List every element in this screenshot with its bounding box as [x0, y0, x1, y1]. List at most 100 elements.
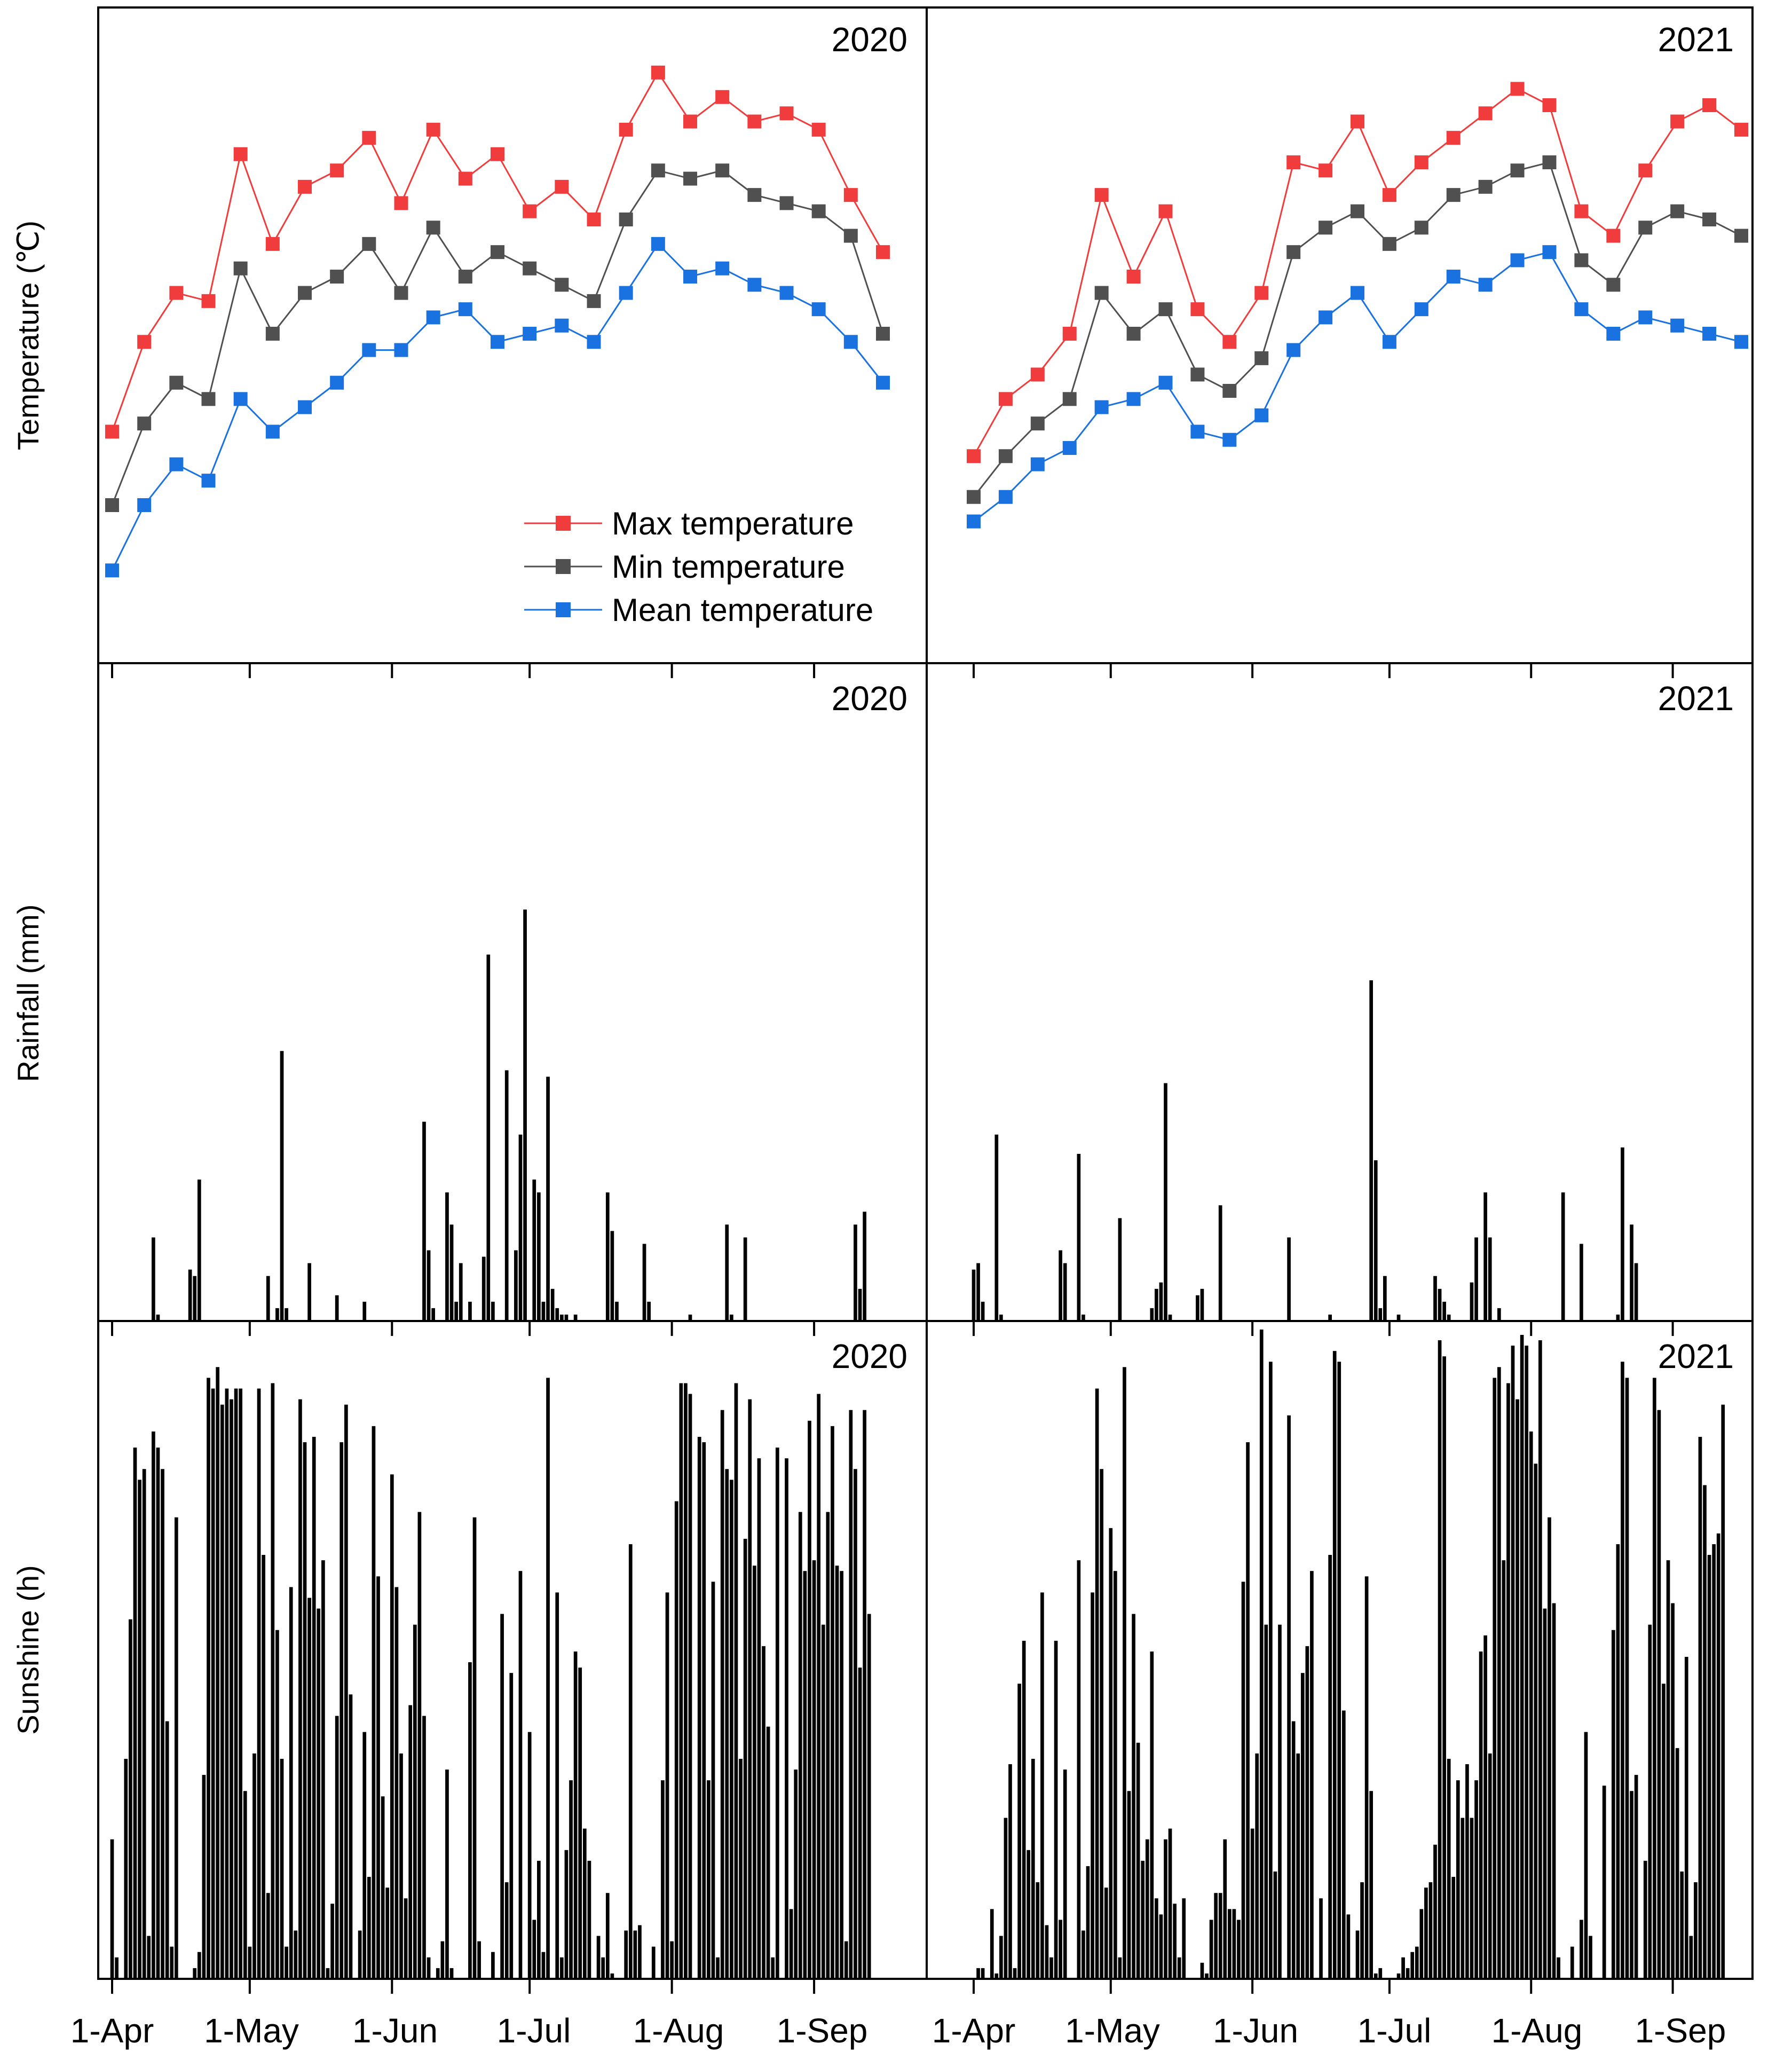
bar: [1438, 1340, 1442, 1979]
bar: [1369, 1791, 1373, 1979]
data-point: [426, 310, 440, 325]
data-point: [1062, 327, 1077, 341]
legend-marker-mean: [556, 602, 571, 617]
bar: [1040, 1592, 1044, 1979]
bar: [1355, 1930, 1360, 1979]
bar: [504, 1882, 509, 1979]
bar: [230, 1399, 233, 1979]
bar: [762, 1646, 765, 1979]
data-point: [298, 286, 312, 300]
bar: [147, 1936, 151, 1979]
bar: [1442, 1356, 1446, 1979]
data-point: [233, 392, 248, 406]
bar: [1488, 1237, 1492, 1321]
data-point: [843, 335, 858, 349]
bar: [1548, 1517, 1551, 1979]
bar: [1502, 1560, 1506, 1979]
bar: [1378, 1308, 1383, 1321]
bar: [1155, 1288, 1158, 1321]
bar: [1580, 1920, 1583, 1979]
bar: [849, 1410, 853, 1979]
bar: [1086, 1866, 1090, 1979]
bar: [1168, 1828, 1172, 1979]
temperature-2021-min-temperature: [967, 155, 1748, 504]
data-point: [265, 424, 280, 439]
year-label-sun-2020: 2020: [832, 1337, 907, 1375]
data-point: [1319, 163, 1333, 178]
bar: [972, 1269, 976, 1321]
bar: [1589, 1936, 1592, 1979]
data-point: [330, 163, 344, 178]
bar: [156, 1314, 160, 1321]
bar: [1232, 1909, 1236, 1979]
bar: [1474, 1780, 1478, 1979]
data-point: [747, 188, 762, 202]
bar: [605, 1192, 610, 1321]
bar: [1168, 1314, 1172, 1321]
bar: [1483, 1192, 1488, 1321]
data-point: [1734, 229, 1748, 243]
bar: [1109, 1528, 1113, 1979]
bar: [1716, 1533, 1720, 1979]
bar: [1145, 1839, 1149, 1979]
data-point: [426, 122, 440, 137]
bar: [275, 1308, 279, 1321]
data-point: [967, 490, 981, 504]
bar: [638, 1925, 642, 1979]
legend-item-min: Min temperature: [524, 549, 845, 585]
data-point: [1351, 114, 1364, 129]
data-point: [105, 498, 119, 512]
bar: [422, 1121, 426, 1321]
data-point: [1319, 221, 1333, 235]
data-point: [1030, 367, 1045, 382]
bar: [1278, 1624, 1282, 1979]
bar: [436, 1968, 440, 1979]
bar: [794, 1770, 798, 1979]
data-point: [967, 514, 981, 529]
bar: [1419, 1909, 1424, 1979]
bar: [1684, 1657, 1688, 1979]
bar: [826, 1512, 830, 1979]
data-point: [1542, 155, 1557, 169]
bar: [1662, 1684, 1665, 1979]
bar: [417, 1512, 422, 1979]
bar: [1643, 1860, 1647, 1979]
data-point: [1062, 441, 1077, 455]
bar: [472, 1517, 477, 1979]
data-point: [523, 327, 537, 341]
data-point: [1158, 302, 1173, 317]
temperature-2020-min-temperature: [105, 163, 890, 512]
data-point: [587, 294, 601, 308]
bar: [981, 1301, 985, 1321]
bar: [1223, 1839, 1227, 1979]
bar: [1045, 1925, 1049, 1979]
bar: [999, 1314, 1003, 1321]
bar: [1259, 1329, 1264, 1979]
bar: [509, 1673, 514, 1979]
data-point: [1446, 131, 1461, 145]
bar: [243, 1791, 247, 1979]
bar: [994, 1134, 999, 1321]
bar: [665, 1592, 669, 1979]
bar: [1164, 1839, 1167, 1979]
bar: [1296, 1753, 1300, 1979]
bar: [239, 1388, 243, 1979]
bar: [1091, 1592, 1094, 1979]
bar: [785, 1458, 788, 1979]
data-point: [1670, 204, 1685, 218]
data-point: [1478, 179, 1493, 194]
data-point: [1414, 302, 1428, 317]
data-point: [715, 261, 730, 276]
bar: [555, 1592, 559, 1979]
bar: [197, 1180, 201, 1321]
bar: [1474, 1237, 1478, 1321]
bar: [454, 1301, 458, 1321]
bar: [449, 1968, 454, 1979]
data-point: [1542, 245, 1557, 260]
bar: [1218, 1205, 1222, 1321]
data-point: [169, 286, 184, 300]
bar: [1552, 1603, 1556, 1979]
bar: [1241, 1582, 1245, 1979]
bar: [1059, 1920, 1062, 1979]
bar: [821, 1624, 825, 1979]
